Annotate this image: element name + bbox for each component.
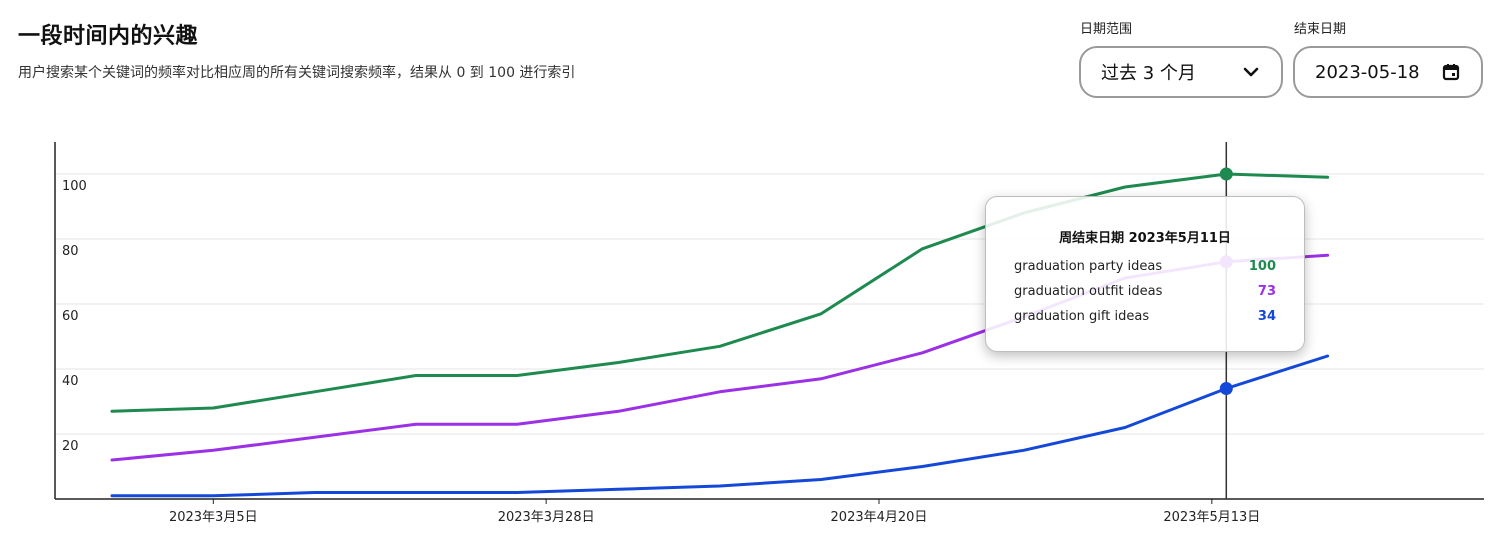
series-line-gift (110, 354, 1330, 498)
chart-tooltip: 周结束日期 2023年5月11日 graduation party ideas … (985, 196, 1305, 352)
chevron-down-icon (1239, 60, 1263, 84)
end-date-input[interactable]: 2023-05-18 (1293, 46, 1483, 98)
highlight-point-gift (1219, 382, 1233, 395)
tooltip-series-name: graduation party ideas (1014, 259, 1163, 274)
x-tick-label: 2023年3月5日 (169, 510, 258, 525)
tooltip-series-value: 34 (1257, 309, 1276, 324)
x-tick-label: 2023年5月13日 (1163, 510, 1260, 525)
calendar-icon[interactable] (1439, 60, 1463, 84)
date-range-value: 过去 3 个月 (1101, 63, 1196, 84)
y-tick-label: 20 (62, 439, 79, 454)
end-date-value: 2023-05-18 (1315, 61, 1420, 83)
tooltip-row-outfit: graduation outfit ideas 73 (1014, 284, 1276, 304)
x-tick-label: 2023年3月28日 (498, 510, 595, 525)
tooltip-row-gift: graduation gift ideas 34 (1014, 309, 1276, 329)
date-range-select[interactable]: 过去 3 个月 (1079, 46, 1283, 98)
tooltip-series-name: graduation outfit ideas (1014, 284, 1163, 299)
end-date-label: 结束日期 (1294, 22, 1347, 37)
y-tick-label: 60 (62, 309, 79, 324)
highlight-point-party (1219, 167, 1233, 181)
tooltip-series-value: 100 (1248, 259, 1276, 274)
tooltip-row-party: graduation party ideas 100 (1014, 259, 1276, 279)
y-tick-label: 40 (62, 374, 79, 389)
tooltip-series-name: graduation gift ideas (1014, 309, 1150, 324)
page-subtitle: 用户搜索某个关键词的频率对比相应周的所有关键词搜索频率，结果从 0 到 100 … (18, 65, 576, 81)
date-range-label: 日期范围 (1080, 22, 1133, 37)
y-tick-label: 100 (62, 179, 87, 194)
x-tick-label: 2023年4月20日 (831, 510, 928, 525)
y-tick-label: 80 (62, 244, 79, 259)
tooltip-title: 周结束日期 2023年5月11日 (1059, 231, 1231, 246)
page-title: 一段时间内的兴趣 (18, 24, 199, 49)
series-line-party (110, 172, 1330, 413)
tooltip-series-value: 73 (1257, 284, 1276, 299)
